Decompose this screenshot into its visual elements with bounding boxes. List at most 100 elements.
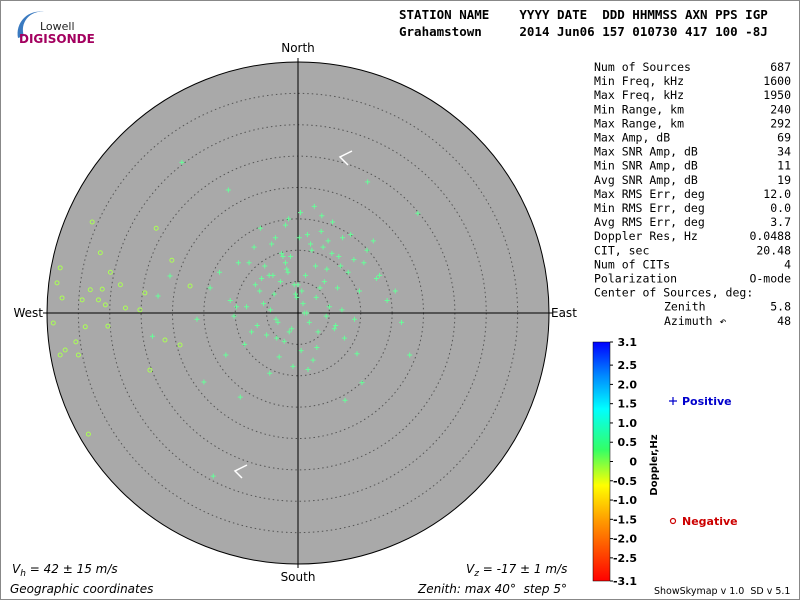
positive-source [359, 380, 365, 386]
zenith-label: Zenith: max 40° step 5° [417, 582, 567, 596]
positive-source [296, 235, 302, 241]
stat-value: 34 [777, 145, 791, 159]
positive-source [227, 297, 233, 303]
stat-value: 1950 [763, 88, 791, 102]
positive-source [313, 263, 319, 269]
positive-source [361, 260, 367, 266]
positive-source [384, 297, 390, 303]
positive-source [260, 301, 266, 307]
legend-marker [669, 517, 677, 525]
positive-source [276, 354, 282, 360]
stat-value: 0.0 [770, 201, 791, 215]
positive-source [231, 313, 237, 319]
positive-source [364, 247, 370, 253]
colorbar-tick-label: 2.0 [618, 378, 638, 391]
colorbar [592, 341, 611, 582]
colorbar-tick-label: 1.5 [618, 398, 638, 411]
negative-source [79, 297, 85, 303]
center-title: Center of Sources, deg: [594, 286, 753, 300]
center-label: Azimuth ↶ [664, 314, 726, 328]
positive-source [341, 335, 347, 341]
negative-source [85, 431, 91, 437]
positive-source [314, 345, 320, 351]
negative-source [102, 302, 108, 308]
positive-source [252, 282, 258, 288]
positive-source [310, 357, 316, 363]
positive-source [291, 282, 297, 288]
positive-source [179, 159, 185, 165]
positive-source [351, 257, 357, 263]
colorbar-tick-label: 3.1 [618, 336, 638, 349]
positive-source [274, 335, 280, 341]
positive-source [298, 348, 304, 354]
v-symbol: V [12, 562, 21, 576]
negative-source [54, 280, 60, 286]
positive-source [330, 219, 336, 225]
positive-source [266, 272, 272, 278]
positive-source [407, 352, 413, 358]
positive-source [282, 260, 288, 266]
stat-label: Min SNR Amp, dB [594, 159, 698, 173]
stat-label: Min Freq, kHz [594, 74, 684, 88]
positive-source [339, 307, 345, 313]
positive-source [149, 333, 155, 339]
positive-source [294, 294, 300, 300]
positive-source [267, 307, 273, 313]
positive-source [365, 179, 371, 185]
version-label: ShowSkymap v 1.0 SD v 5.1 [654, 586, 790, 597]
negative-source [107, 269, 113, 275]
stat-label: Avg SNR Amp, dB [594, 173, 698, 187]
header-line: Grahamstown 2014 Jun06 157 010730 417 10… [399, 24, 768, 39]
positive-source [323, 313, 329, 319]
positive-source [254, 323, 260, 329]
direction-label: North [281, 41, 315, 55]
stat-value: 3.7 [770, 215, 791, 229]
positive-source [373, 275, 379, 281]
logo-top: Lowell [40, 20, 75, 33]
positive-source [235, 260, 241, 266]
negative-source [137, 307, 143, 313]
positive-source [279, 250, 285, 256]
center-value: 48 [777, 314, 791, 328]
positive-source [286, 216, 292, 222]
positive-source [321, 279, 327, 285]
positive-source [244, 304, 250, 310]
positive-source [315, 329, 321, 335]
positive-source [257, 288, 263, 294]
positive-source [155, 293, 161, 299]
positive-source [331, 326, 337, 332]
stat-label: Avg RMS Err, deg [594, 215, 705, 229]
positive-source [259, 275, 265, 281]
negative-source [97, 250, 103, 256]
positive-source [370, 238, 376, 244]
stat-label: Max SNR Amp, dB [594, 145, 698, 159]
stat-value: 11 [777, 159, 791, 173]
positive-source [306, 319, 312, 325]
positive-source [335, 285, 341, 291]
positive-source [309, 247, 315, 253]
legend-label: Positive [682, 395, 732, 408]
positive-source [234, 304, 240, 310]
stat-label: Min Range, km [594, 102, 684, 116]
legend-marker [669, 397, 677, 405]
positive-source [318, 228, 324, 234]
negative-source [50, 320, 56, 326]
positive-source [269, 241, 275, 247]
stat-value: 12.0 [763, 187, 791, 201]
v-text: = 42 ± 15 m/s [26, 562, 118, 576]
positive-source [289, 326, 295, 332]
direction-label: East [551, 306, 577, 320]
stats-table: Num of Sources 687 Min Freq, kHz 1600 Max Fr… [594, 60, 791, 328]
positive-source [251, 244, 257, 250]
colorbar-label: Doppler,Hz [649, 434, 660, 495]
positive-source [194, 316, 200, 322]
positive-source [399, 319, 405, 325]
colorbar-tick-label: 0 [629, 456, 637, 469]
positive-source [377, 272, 383, 278]
positive-source [313, 294, 319, 300]
stat-label: Max Range, km [594, 116, 684, 130]
vh-label: Vh = 42 ± 15 m/s [12, 562, 118, 579]
positive-source [242, 341, 248, 347]
positive-source [329, 250, 335, 256]
colorbar-tick-label: 1.0 [618, 417, 638, 430]
